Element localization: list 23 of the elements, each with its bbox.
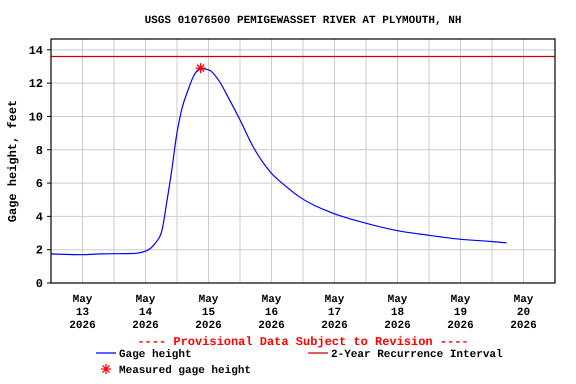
- y-tick-label: 12: [28, 77, 43, 92]
- x-tick-label: May 19 2026: [447, 294, 474, 332]
- x-tick-label: May 16 2026: [258, 294, 285, 332]
- y-tick-label: 2: [36, 244, 43, 258]
- legend-label: Gage height: [119, 349, 192, 361]
- x-tick-label: May 18 2026: [384, 294, 411, 332]
- legend-label: Measured gage height: [119, 365, 252, 377]
- y-tick-label: 8: [36, 144, 43, 158]
- y-tick-label: 0: [36, 277, 43, 291]
- x-tick-label: May 13 2026: [69, 294, 96, 332]
- y-tick-label: 10: [28, 110, 43, 124]
- legend-label: 2-Year Recurrence Interval: [331, 349, 504, 361]
- chart-title: USGS 01076500 PEMIGEWASSET RIVER AT PLYMOUTH, NH: [144, 15, 462, 27]
- y-tick-label: 4: [36, 210, 43, 224]
- y-tick-label: 6: [36, 177, 43, 192]
- x-tick-label: May 17 2026: [321, 294, 348, 332]
- x-tick-label: May 20 2026: [510, 294, 537, 332]
- y-axis-title: Gage height, feet: [6, 100, 20, 222]
- x-tick-label: May 15 2026: [195, 294, 222, 332]
- y-tick-label: 14: [28, 44, 43, 58]
- x-tick-label: May 14 2026: [132, 294, 159, 332]
- text: ---- Provisional Data Subject to Revision ----: [137, 335, 469, 349]
- line-series: [50, 68, 508, 256]
